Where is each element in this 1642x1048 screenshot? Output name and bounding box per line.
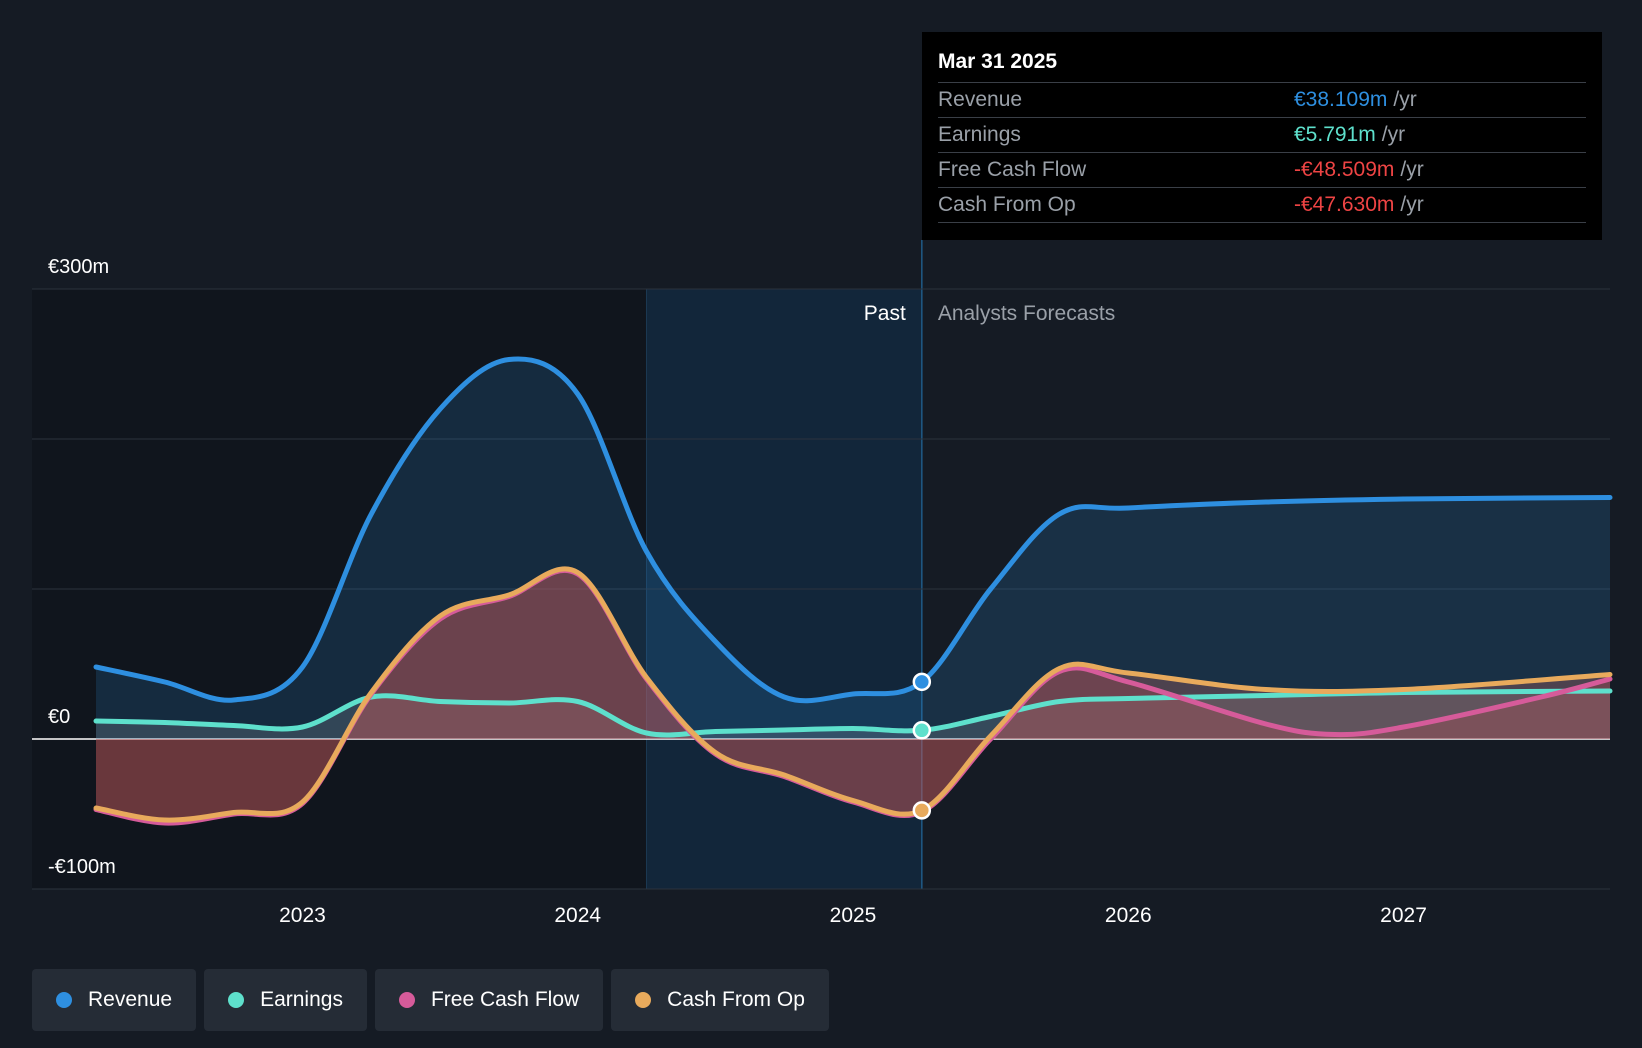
cash-from-op-line xyxy=(93,566,1613,823)
y-axis-label: €0 xyxy=(48,706,70,728)
legend-dot-icon xyxy=(635,992,652,1008)
tooltip-row-value: -€48.509m xyxy=(1294,158,1395,181)
tooltip-row-earnings: Earnings €5.791m /yr xyxy=(938,118,1586,153)
tooltip-row-unit: /yr xyxy=(1381,123,1406,146)
tooltip-row-name: Earnings xyxy=(938,123,1021,146)
x-tick-label: 2026 xyxy=(1105,904,1152,927)
legend-item-revenue[interactable]: Revenue xyxy=(32,969,197,1031)
legend-label: Earnings xyxy=(260,988,343,1011)
tooltip-row-value: €5.791m xyxy=(1294,123,1376,146)
past-label: Past xyxy=(864,302,906,325)
tooltip-row-value: €38.109m xyxy=(1294,88,1388,111)
earnings-marker xyxy=(912,721,932,740)
legend-dot-icon xyxy=(228,992,245,1008)
legend-label: Free Cash Flow xyxy=(430,988,580,1011)
revenue-area xyxy=(96,358,1610,739)
tooltip-row-revenue: Revenue €38.109m /yr xyxy=(938,83,1586,118)
tooltip-row-name: Revenue xyxy=(938,88,1023,111)
earnings-line xyxy=(93,688,1613,738)
tooltip-row-unit: /yr xyxy=(1393,88,1417,111)
y-axis-label: -€100m xyxy=(48,856,116,878)
tooltip-row-name: Cash From Op xyxy=(938,193,1076,216)
tooltip-row-name: Free Cash Flow xyxy=(938,158,1087,181)
tooltip-date: Mar 31 2025 xyxy=(938,46,1586,83)
tooltip-row-value: -€47.630m xyxy=(1294,193,1395,216)
x-tick-label: 2023 xyxy=(279,904,326,927)
x-tick-label: 2025 xyxy=(830,904,877,927)
cash-from-op-area xyxy=(96,568,1610,821)
tooltip: Mar 31 2025 Revenue €38.109m /yr Earning… xyxy=(922,32,1602,240)
legend: Revenue Earnings Free Cash Flow Cash Fro… xyxy=(32,969,829,1031)
revenue-marker xyxy=(912,672,932,692)
y-axis-label: €300m xyxy=(48,256,109,278)
free-cash-flow-area xyxy=(96,570,1610,824)
revenue-line xyxy=(93,356,1613,704)
forecast-label: Analysts Forecasts xyxy=(938,302,1115,325)
legend-label: Revenue xyxy=(88,988,173,1011)
x-tick-label: 2024 xyxy=(554,904,601,927)
legend-item-cash-from-op[interactable]: Cash From Op xyxy=(611,969,829,1031)
legend-item-free-cash-flow[interactable]: Free Cash Flow xyxy=(374,969,604,1031)
tooltip-row-cash-from-op: Cash From Op -€47.630m /yr xyxy=(938,188,1586,223)
tooltip-row-unit: /yr xyxy=(1400,158,1424,181)
x-tick-label: 2027 xyxy=(1380,904,1427,927)
cash-from-op-marker xyxy=(912,801,932,820)
legend-label: Cash From Op xyxy=(667,988,805,1011)
legend-dot-icon xyxy=(56,992,72,1008)
chart: €300m €0 -€100m 2023 2024 2025 2026 2027 Past Ana… xyxy=(32,240,1613,927)
legend-item-earnings[interactable]: Earnings xyxy=(204,969,367,1031)
tooltip-row-free-cash-flow: Free Cash Flow -€48.509m /yr xyxy=(938,153,1586,188)
legend-dot-icon xyxy=(398,992,415,1008)
tooltip-row-unit: /yr xyxy=(1400,193,1424,216)
